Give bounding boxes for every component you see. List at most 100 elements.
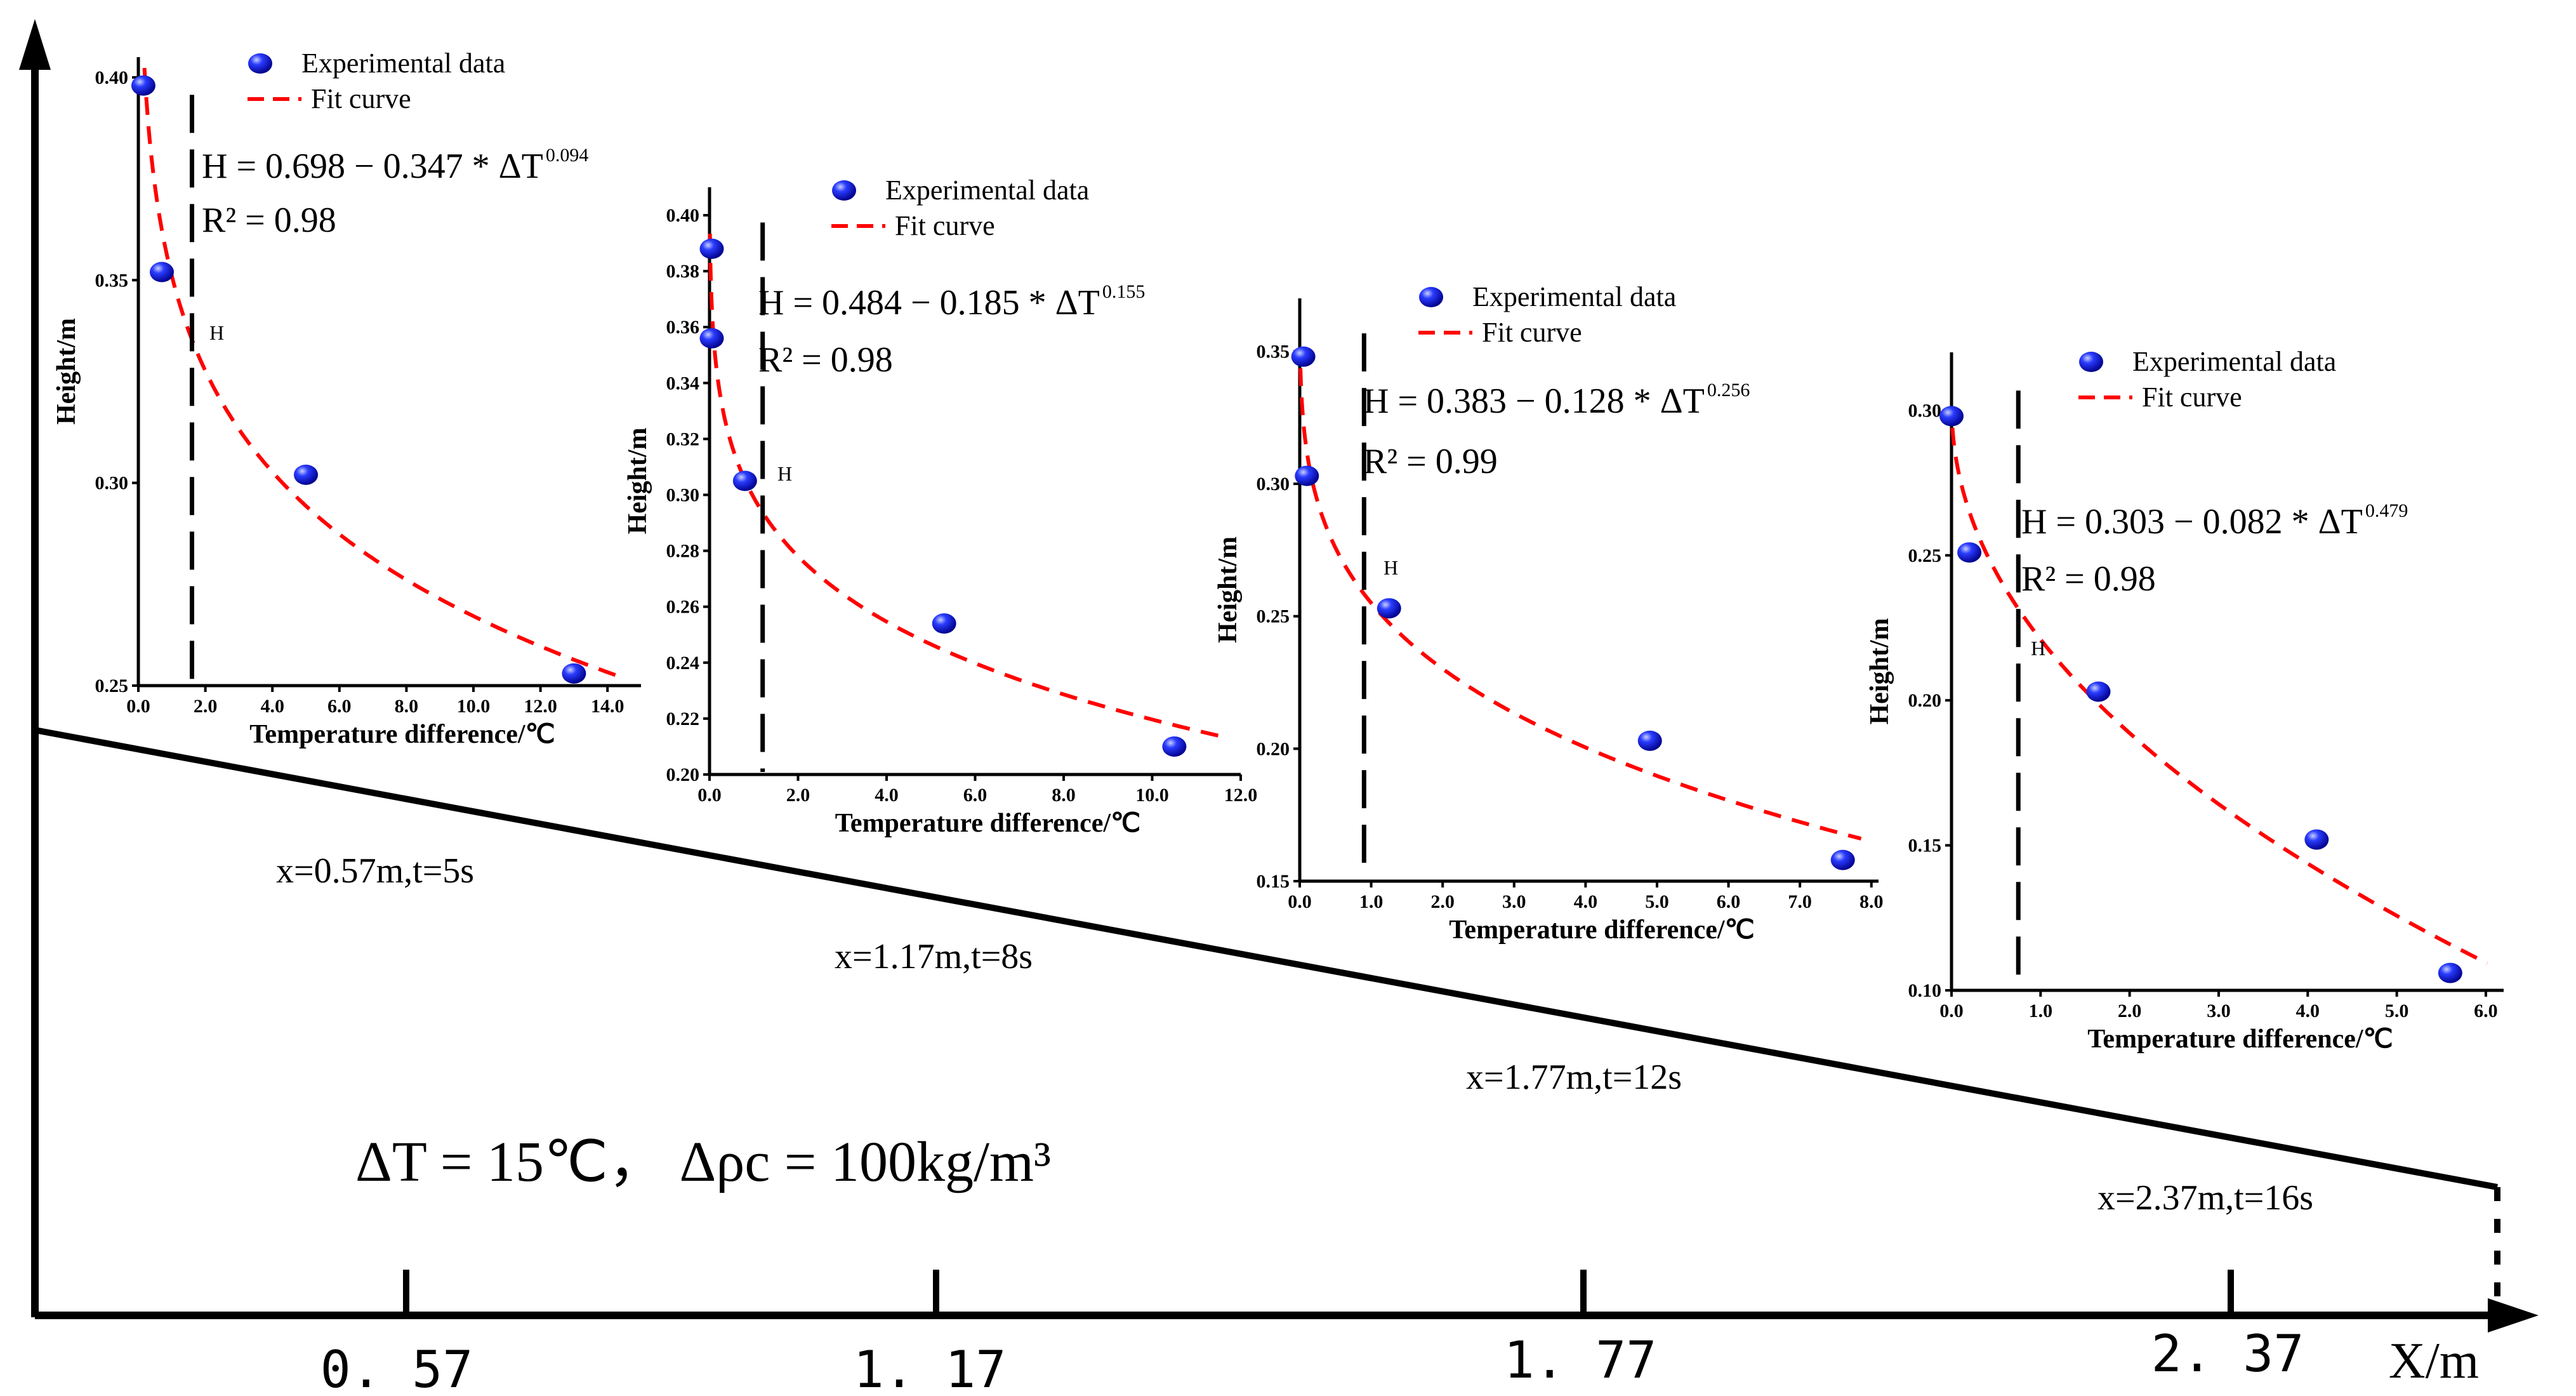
legend-point-icon — [832, 180, 856, 201]
y-tick-label: 0.24 — [666, 653, 700, 674]
legend-experimental-label: Experimental data — [2132, 346, 2336, 377]
y-tick-label: 0.40 — [666, 205, 700, 226]
main-axes: 0. 57 1. 17 1. 77 2. 37 X/m — [19, 19, 2539, 1396]
main-tick-label: 1. 17 — [854, 1340, 1007, 1396]
x-tick-label: 2.0 — [786, 785, 810, 806]
legend-experimental-label: Experimental data — [1472, 281, 1676, 312]
legend: Experimental data Fit curve — [248, 48, 505, 114]
h-marker-label: H — [777, 462, 792, 485]
legend: Experimental data Fit curve — [2078, 346, 2336, 413]
y-tick-label: 0.30 — [1908, 400, 1942, 421]
y-tick-label: 0.10 — [1908, 980, 1942, 1001]
fit-curve — [708, 234, 1225, 740]
legend-fit-label: Fit curve — [2142, 382, 2242, 413]
data-point — [699, 328, 724, 349]
fit-equation: H = 0.484 − 0.185 * ΔT — [758, 283, 1100, 322]
x-tick-label: 8.0 — [395, 696, 419, 717]
x-tick-label: 12.0 — [1224, 785, 1258, 806]
x-tick-label: 0.0 — [1939, 1000, 1964, 1021]
y-tick-label: 0.25 — [1257, 606, 1290, 627]
y-tick-label: 0.30 — [1257, 474, 1290, 495]
legend-point-icon — [1419, 287, 1443, 307]
subcharts: 0.0 2.0 4.0 6.0 8.0 10.0 12.0 14.00.250.300.350… — [52, 48, 2504, 1054]
x-tick-label: 12.0 — [524, 696, 557, 717]
y-tick-label: 0.38 — [666, 261, 700, 282]
y-tick-label: 0.30 — [95, 473, 129, 494]
main-x-axis-label: X/m — [2389, 1333, 2479, 1389]
x-tick-label: 3.0 — [1502, 891, 1526, 912]
x-tick-label: 2.0 — [1430, 891, 1455, 912]
r-squared: R² = 0.98 — [202, 201, 336, 240]
subchart-2: 0.0 2.0 4.0 6.0 8.0 10.0 12.0 0.20 0.22 0.24 0.26 0… — [623, 175, 1257, 838]
data-point — [2304, 829, 2329, 850]
y-tick-label: 0.15 — [1257, 871, 1290, 892]
fit-exponent: 0.094 — [546, 145, 589, 166]
data-point — [1377, 598, 1401, 619]
fit-exponent: 0.155 — [1102, 281, 1146, 302]
h-marker-label: H — [2031, 637, 2045, 660]
data-point — [2086, 681, 2111, 702]
x-axis-title: Temperature difference/℃ — [2087, 1025, 2393, 1054]
y-tick-label: 0.36 — [666, 317, 700, 338]
data-point — [149, 262, 174, 283]
data-point — [699, 238, 724, 259]
y-tick-label: 0.15 — [1908, 835, 1942, 856]
y-tick-label: 0.32 — [666, 429, 700, 449]
x-tick-label: 6.0 — [2474, 1000, 2498, 1021]
main-tick-label: 0. 57 — [320, 1340, 473, 1396]
x-tick-label: 4.0 — [260, 696, 284, 717]
legend-point-icon — [248, 53, 272, 74]
legend-fit-label: Fit curve — [895, 210, 995, 241]
x-tick-label: 5.0 — [2385, 1000, 2409, 1021]
data-point — [294, 464, 318, 485]
legend-fit-label: Fit curve — [1482, 317, 1582, 348]
x-tick-label: 7.0 — [1788, 891, 1812, 912]
x-axis-title: Temperature difference/℃ — [249, 720, 555, 749]
x-tick-label: 6.0 — [1717, 891, 1741, 912]
position-label: x=2.37m,t=16s — [2097, 1178, 2313, 1218]
data-point — [562, 663, 586, 684]
legend-experimental-label: Experimental data — [301, 48, 505, 79]
subchart-1: 0.0 2.0 4.0 6.0 8.0 10.0 12.0 14.0 0.25 0.30 0.35 0… — [52, 48, 641, 749]
data-point — [2438, 962, 2462, 983]
x-tick-label: 1.0 — [1359, 891, 1384, 912]
x-tick-label: 10.0 — [457, 696, 491, 717]
x-axis-title: Temperature difference/℃ — [835, 809, 1140, 838]
x-tick-label: 4.0 — [2296, 1000, 2320, 1021]
x-tick-label: 10.0 — [1135, 785, 1169, 806]
x-tick-label: 2.0 — [194, 696, 218, 717]
data-point — [1830, 849, 1855, 870]
data-point — [1162, 736, 1187, 757]
r-squared: R² = 0.98 — [2021, 559, 2156, 599]
h-marker-label: H — [1384, 556, 1398, 579]
x-tick-label: 0.0 — [126, 696, 150, 717]
global-conditions: ΔT = 15℃， Δρc = 100kg/m³ — [355, 1131, 1051, 1193]
subchart-3: 0.0 1.0 2.0 3.0 4.0 5.0 6.0 7.0 8.0 0.15 0.20 0.25 0… — [1213, 281, 1883, 945]
fit-equation: H = 0.698 − 0.347 * ΔT — [202, 147, 543, 186]
legend-experimental-label: Experimental data — [885, 175, 1089, 206]
y-tick-label: 0.22 — [666, 708, 700, 729]
y-axis-title: Height/m — [1213, 536, 1243, 643]
y-tick-label: 0.20 — [1908, 690, 1942, 711]
position-label: x=0.57m,t=5s — [276, 851, 474, 891]
h-marker-label: H — [209, 321, 224, 344]
x-axis-title: Temperature difference/℃ — [1449, 915, 1754, 945]
legend-fit-label: Fit curve — [311, 83, 411, 114]
x-tick-label: 0.0 — [1288, 891, 1312, 912]
x-tick-label: 8.0 — [1859, 891, 1884, 912]
main-tick-label: 1. 77 — [1504, 1331, 1657, 1390]
y-tick-label: 0.20 — [666, 764, 700, 785]
x-tick-label: 1.0 — [2029, 1000, 2053, 1021]
data-point — [932, 613, 956, 634]
y-tick-label: 0.25 — [1908, 545, 1942, 566]
main-x-arrow — [2488, 1298, 2539, 1333]
x-tick-label: 6.0 — [963, 785, 987, 806]
y-tick-label: 0.20 — [1257, 738, 1290, 759]
x-tick-label: 14.0 — [591, 696, 624, 717]
legend: Experimental data Fit curve — [831, 175, 1089, 241]
fit-exponent: 0.256 — [1707, 380, 1750, 401]
y-tick-label: 0.25 — [95, 675, 129, 696]
legend: Experimental data Fit curve — [1418, 281, 1676, 348]
y-tick-label: 0.30 — [666, 485, 700, 506]
y-axis-title: Height/m — [623, 427, 652, 534]
